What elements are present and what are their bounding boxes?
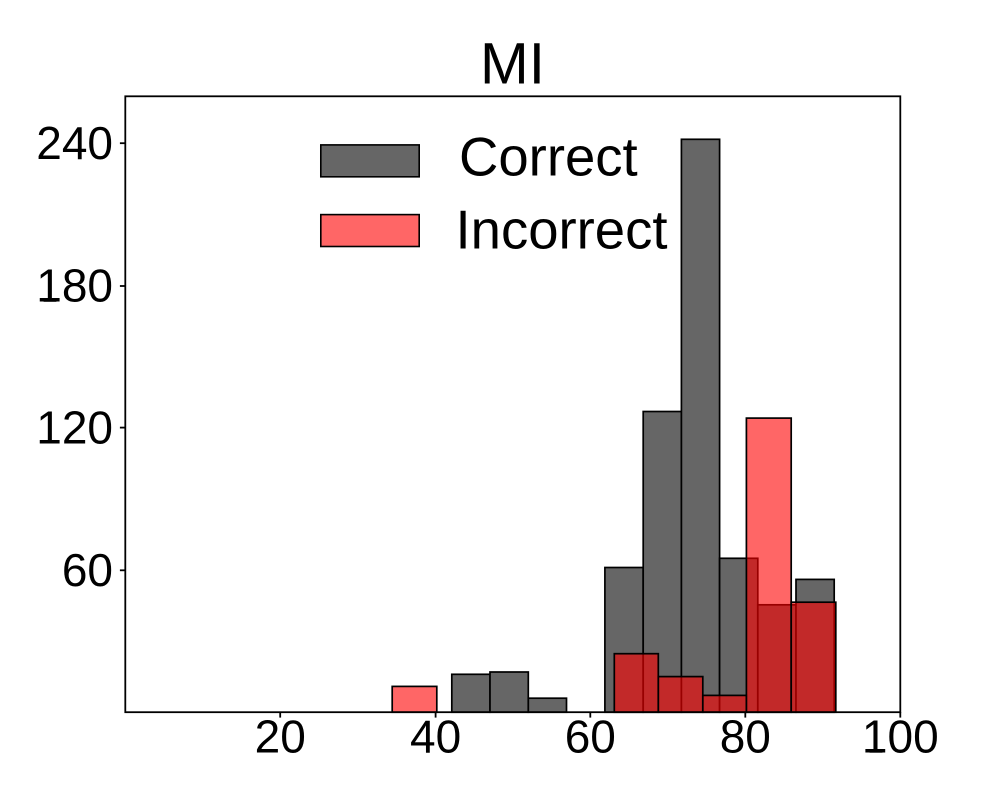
svg-text:60: 60 xyxy=(565,711,616,763)
svg-text:20: 20 xyxy=(255,711,306,763)
svg-text:180: 180 xyxy=(36,260,113,312)
svg-text:100: 100 xyxy=(862,711,939,763)
svg-text:40: 40 xyxy=(410,711,461,763)
svg-text:MI: MI xyxy=(480,32,545,97)
svg-text:80: 80 xyxy=(720,711,771,763)
svg-text:240: 240 xyxy=(36,117,113,169)
svg-text:Incorrect: Incorrect xyxy=(456,200,668,261)
svg-text:60: 60 xyxy=(62,544,113,596)
svg-text:Correct: Correct xyxy=(459,127,638,188)
svg-text:120: 120 xyxy=(36,401,113,453)
